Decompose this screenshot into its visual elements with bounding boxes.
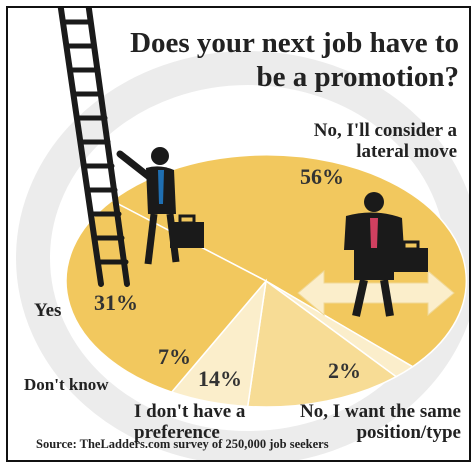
- pct-lateral-move: 56%: [300, 164, 344, 189]
- label-yes: Yes: [34, 300, 62, 321]
- pct-no-preference: 14%: [198, 366, 242, 391]
- chart-title: Does your next job have to be a promotio…: [130, 27, 459, 93]
- pct-same-position: 2%: [328, 358, 361, 383]
- label-dont-know: Don't know: [24, 375, 109, 394]
- source-note: Source: TheLadders.com survey of 250,000…: [36, 437, 329, 451]
- pie-chart: [16, 8, 469, 460]
- businessman-yes-icon: [116, 147, 204, 265]
- double-arrow-icon: [297, 269, 455, 317]
- slice-yes: [65, 199, 268, 393]
- slice-no-preference: [246, 279, 398, 408]
- businessman-lateral-icon: [344, 192, 428, 317]
- pct-yes: 31%: [94, 290, 138, 315]
- label-lateral-move: No, I'll consider a lateral move: [313, 120, 457, 162]
- label-no-preference: I don't have a preference: [134, 401, 246, 443]
- ladder-icon: [57, 8, 130, 287]
- infographic-frame: Does your next job have to be a promotio…: [6, 6, 471, 462]
- pct-dont-know: 7%: [158, 344, 191, 369]
- label-same-position: No, I want the same position/type: [300, 401, 461, 443]
